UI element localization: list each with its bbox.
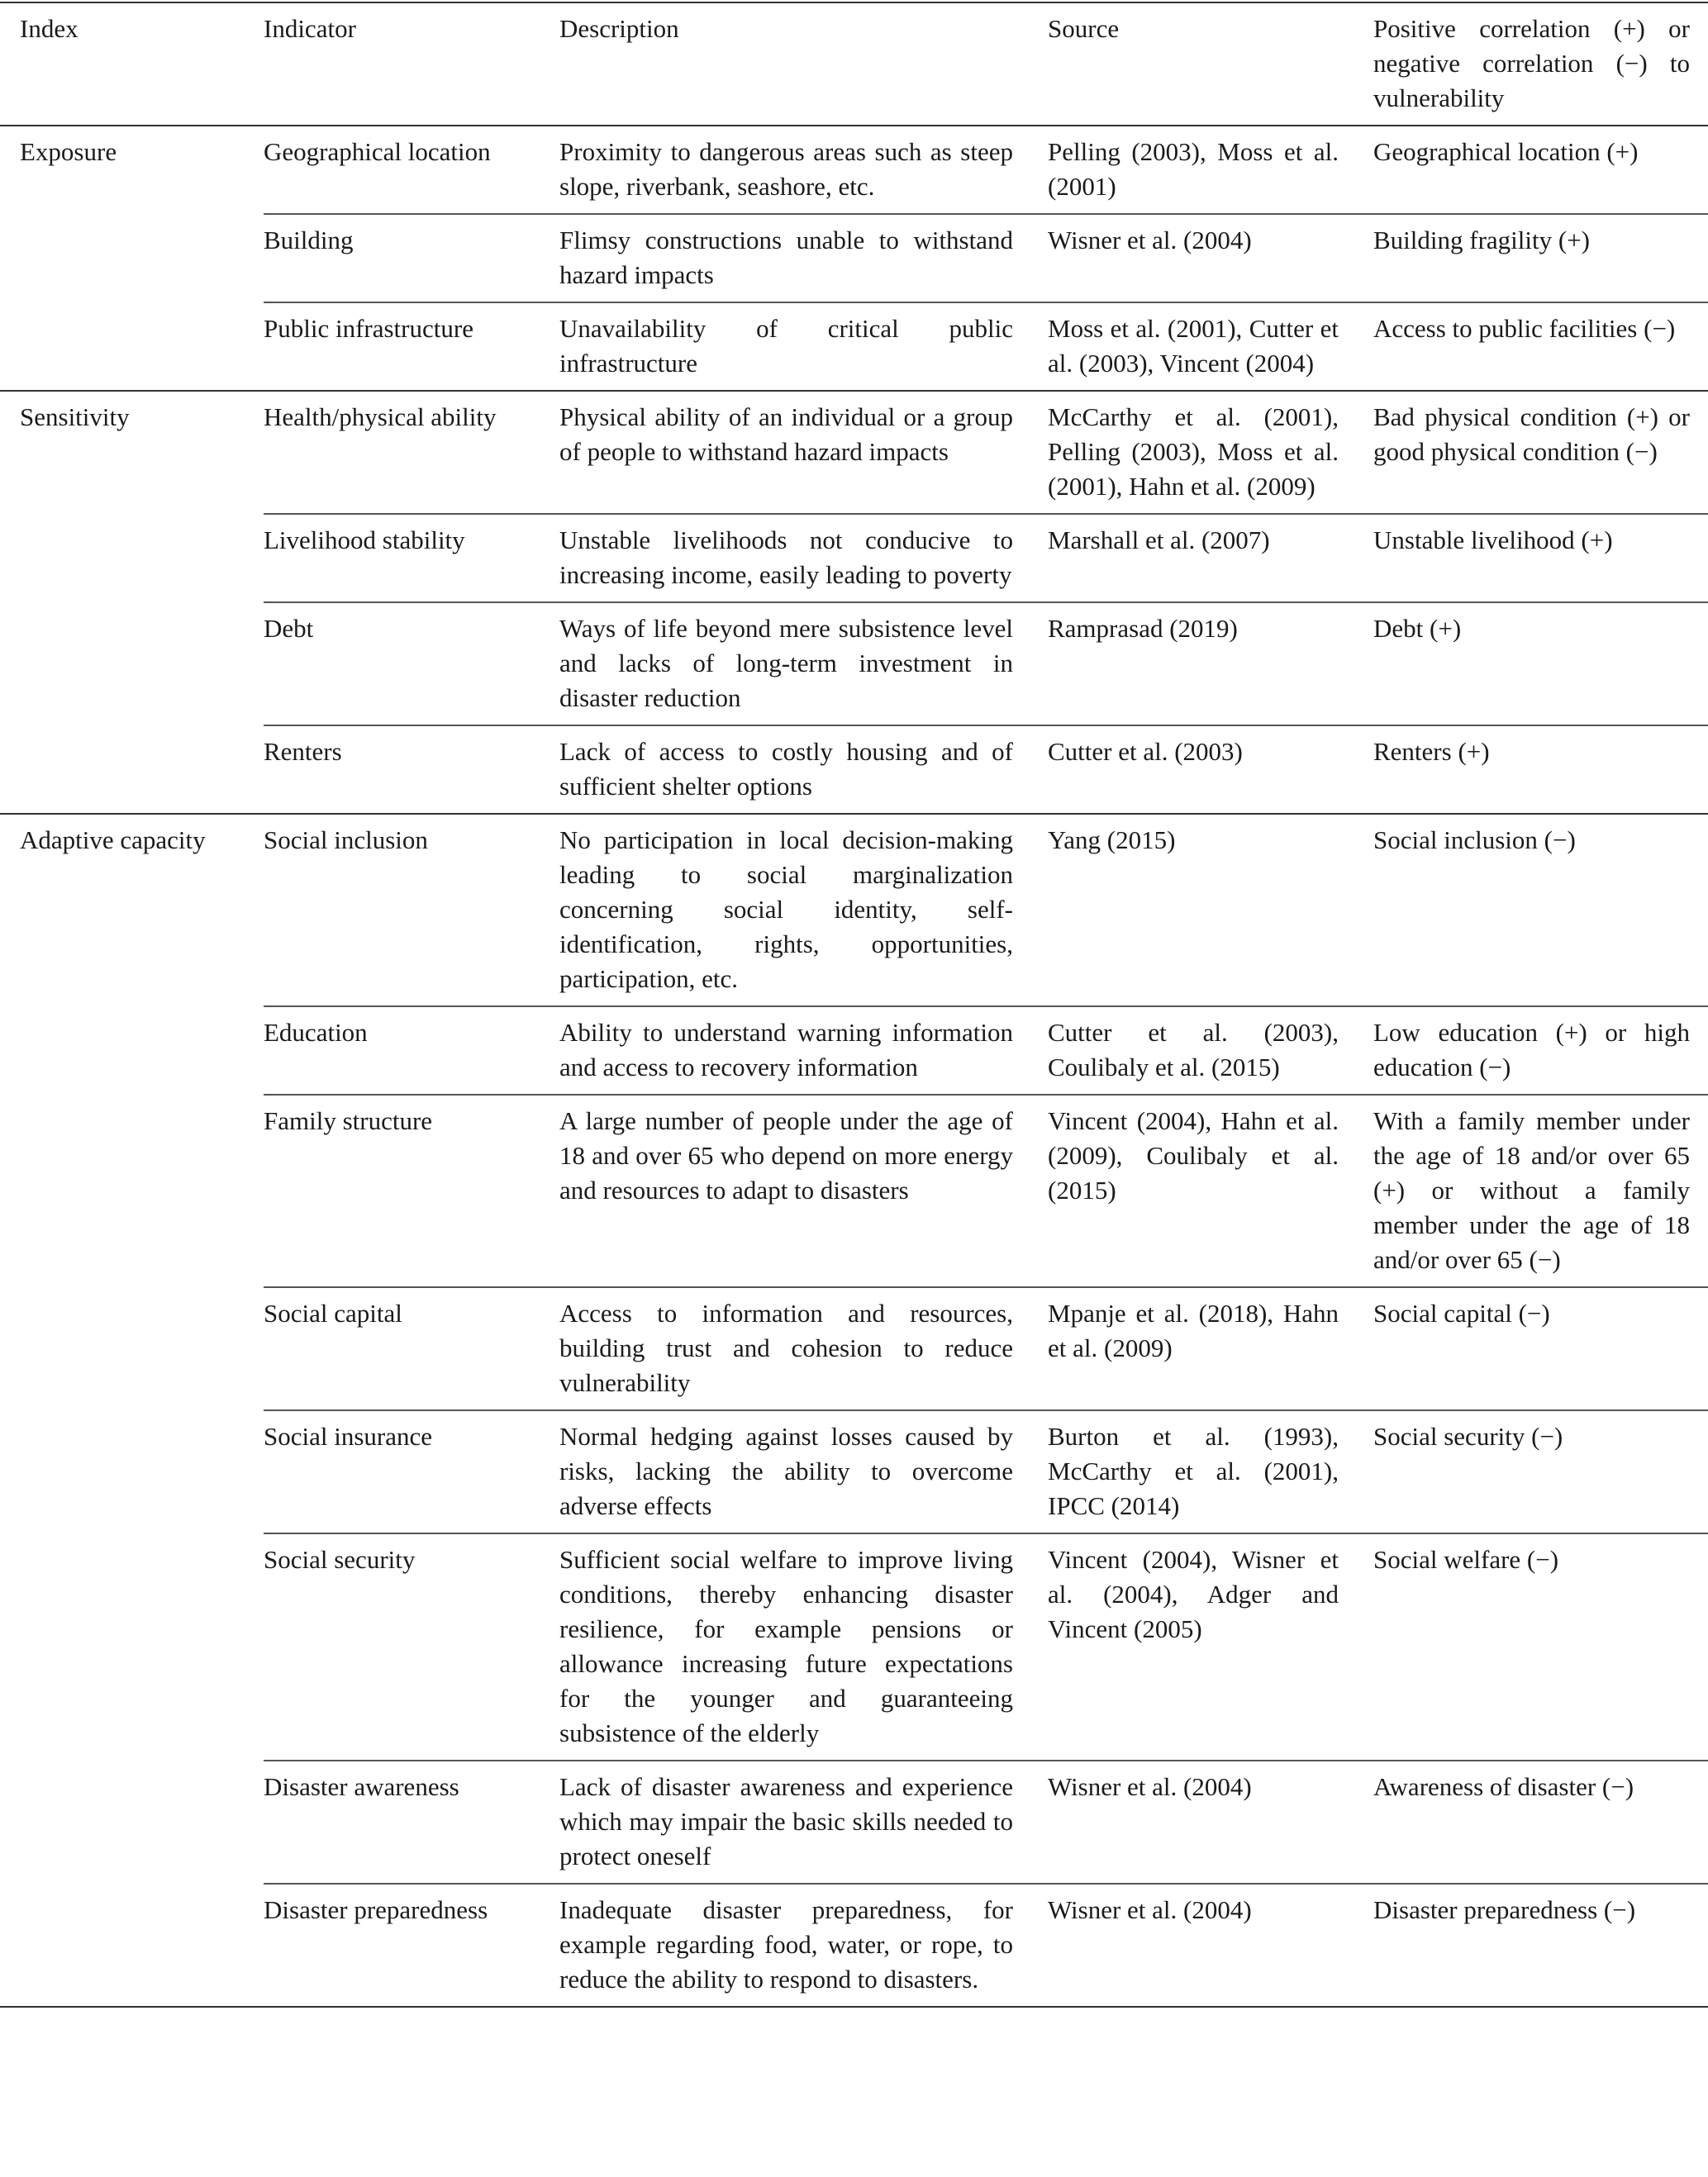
description-cell: Normal hedging against losses caused by …: [559, 1409, 1048, 1533]
correlation-cell: Renters (+): [1373, 725, 1708, 814]
description-cell: Inadequate disaster preparedness, for ex…: [559, 1883, 1048, 2008]
source-cell: Vincent (2004), Wisner et al. (2004), Ad…: [1048, 1533, 1373, 1761]
correlation-cell: Geographical location (+): [1373, 125, 1708, 214]
table-row: Public infrastructure Unavailability of c…: [0, 302, 1708, 391]
description-cell: Ways of life beyond mere subsistence lev…: [559, 601, 1048, 725]
correlation-cell: Debt (+): [1373, 601, 1708, 725]
correlation-cell: Bad physical condition (+) or good physi…: [1373, 390, 1708, 514]
table-row: Family structure A large number of people…: [0, 1094, 1708, 1287]
header-row: Index Indicator Description Source Positive …: [0, 2, 1708, 126]
source-cell: Marshall et al. (2007): [1048, 513, 1373, 602]
source-cell: Cutter et al. (2003): [1048, 725, 1373, 814]
indicator-cell: Debt: [264, 601, 559, 725]
table-body: Index Indicator Description Source Positive …: [0, 2, 1708, 2008]
index-cell: Index: [0, 2, 264, 126]
correlation-cell: Awareness of disaster (−): [1373, 1760, 1708, 1884]
table-row: Disaster awareness Lack of disaster aware…: [0, 1760, 1708, 1884]
indicator-table: Index Indicator Description Source Positive …: [0, 2, 1708, 2008]
description-cell: Description: [559, 2, 1048, 126]
table-row: Sensitivity Health/physical ability Physic…: [0, 390, 1708, 815]
correlation-cell: Social welfare (−): [1373, 1533, 1708, 1761]
correlation-cell: With a family member under the age of 18…: [1373, 1094, 1708, 1287]
table-row: Building Flimsy constructions unable to w…: [0, 213, 1708, 302]
description-cell: Sufficient social welfare to improve liv…: [559, 1533, 1048, 1761]
table-row: Education Ability to understand warning i…: [0, 1005, 1708, 1095]
indicator-cell: Public infrastructure: [264, 302, 559, 391]
indicator-cell: Disaster preparedness: [264, 1883, 559, 2008]
source-cell: Vincent (2004), Hahn et al. (2009), Coul…: [1048, 1094, 1373, 1287]
index-cell: Adaptive capacity: [0, 813, 264, 2008]
description-cell: Ability to understand warning informatio…: [559, 1005, 1048, 1095]
correlation-cell: Disaster preparedness (−): [1373, 1883, 1708, 2008]
description-cell: Lack of disaster awareness and experienc…: [559, 1760, 1048, 1884]
description-cell: Lack of access to costly housing and of …: [559, 725, 1048, 814]
table-row: Social security Sufficient social welfare…: [0, 1533, 1708, 1761]
table-row: Renters Lack of access to costly housing …: [0, 725, 1708, 814]
description-cell: No participation in local decision-makin…: [559, 813, 1048, 1006]
indicator-cell: Disaster awareness: [264, 1760, 559, 1884]
table-row: Adaptive capacity Social inclusion No part…: [0, 813, 1708, 2008]
table-row: Social insurance Normal hedging against l…: [0, 1409, 1708, 1533]
source-cell: Cutter et al. (2003), Coulibaly et al. (…: [1048, 1005, 1373, 1095]
indicator-cell: Social capital: [264, 1286, 559, 1410]
indicator-cell: Health/physical ability: [264, 390, 559, 514]
indicator-cell: Social insurance: [264, 1409, 559, 1533]
index-cell: Exposure: [0, 125, 264, 392]
indicator-cell: Livelihood stability: [264, 513, 559, 602]
index-cell: Sensitivity: [0, 390, 264, 815]
description-cell: Physical ability of an individual or a g…: [559, 390, 1048, 514]
source-cell: Burton et al. (1993), McCarthy et al. (2…: [1048, 1409, 1373, 1533]
indicator-cell: Family structure: [264, 1094, 559, 1287]
table-row: Disaster preparedness Inadequate disaster…: [0, 1883, 1708, 2008]
source-cell: McCarthy et al. (2001), Pelling (2003), …: [1048, 390, 1373, 514]
correlation-cell: Building fragility (+): [1373, 213, 1708, 302]
correlation-cell: Unstable livelihood (+): [1373, 513, 1708, 602]
source-cell: Wisner et al. (2004): [1048, 213, 1373, 302]
source-cell: Source: [1048, 2, 1373, 126]
table-row: Social capital Access to information and …: [0, 1286, 1708, 1410]
indicator-cell: Social inclusion: [264, 813, 559, 1006]
correlation-cell: Low education (+) or high education (−): [1373, 1005, 1708, 1095]
source-cell: Pelling (2003), Moss et al. (2001): [1048, 125, 1373, 214]
indicator-cell: Renters: [264, 725, 559, 814]
source-cell: Yang (2015): [1048, 813, 1373, 1006]
table-row: Debt Ways of life beyond mere subsistence…: [0, 601, 1708, 725]
description-cell: Unavailability of critical public infras…: [559, 302, 1048, 391]
correlation-cell: Social inclusion (−): [1373, 813, 1708, 1006]
table-row: Exposure Geographical location Proximity t…: [0, 125, 1708, 392]
description-cell: Unstable livelihoods not conducive to in…: [559, 513, 1048, 602]
source-cell: Wisner et al. (2004): [1048, 1760, 1373, 1884]
source-cell: Moss et al. (2001), Cutter et al. (2003)…: [1048, 302, 1373, 391]
description-cell: Access to information and resources, bui…: [559, 1286, 1048, 1410]
correlation-cell: Social security (−): [1373, 1409, 1708, 1533]
correlation-cell: Access to public facilities (−): [1373, 302, 1708, 391]
description-cell: A large number of people under the age o…: [559, 1094, 1048, 1287]
table-row: Livelihood stability Unstable livelihoods…: [0, 513, 1708, 602]
description-cell: Proximity to dangerous areas such as ste…: [559, 125, 1048, 214]
description-cell: Flimsy constructions unable to withstand…: [559, 213, 1048, 302]
correlation-cell: Social capital (−): [1373, 1286, 1708, 1410]
source-cell: Wisner et al. (2004): [1048, 1883, 1373, 2008]
source-cell: Ramprasad (2019): [1048, 601, 1373, 725]
source-cell: Mpanje et al. (2018), Hahn et al. (2009): [1048, 1286, 1373, 1410]
correlation-cell: Positive correlation (+) or negative cor…: [1373, 2, 1708, 126]
indicator-cell: Indicator: [264, 2, 559, 126]
indicator-cell: Building: [264, 213, 559, 302]
indicator-cell: Social security: [264, 1533, 559, 1761]
indicator-cell: Geographical location: [264, 125, 559, 214]
indicator-cell: Education: [264, 1005, 559, 1095]
